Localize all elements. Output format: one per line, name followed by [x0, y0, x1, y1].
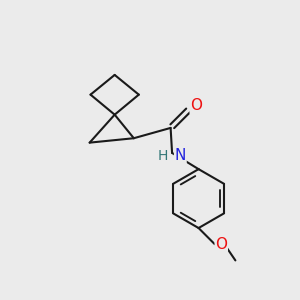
Text: O: O: [190, 98, 202, 113]
Text: N: N: [175, 148, 186, 164]
Text: O: O: [215, 237, 227, 252]
Text: H: H: [158, 149, 168, 163]
